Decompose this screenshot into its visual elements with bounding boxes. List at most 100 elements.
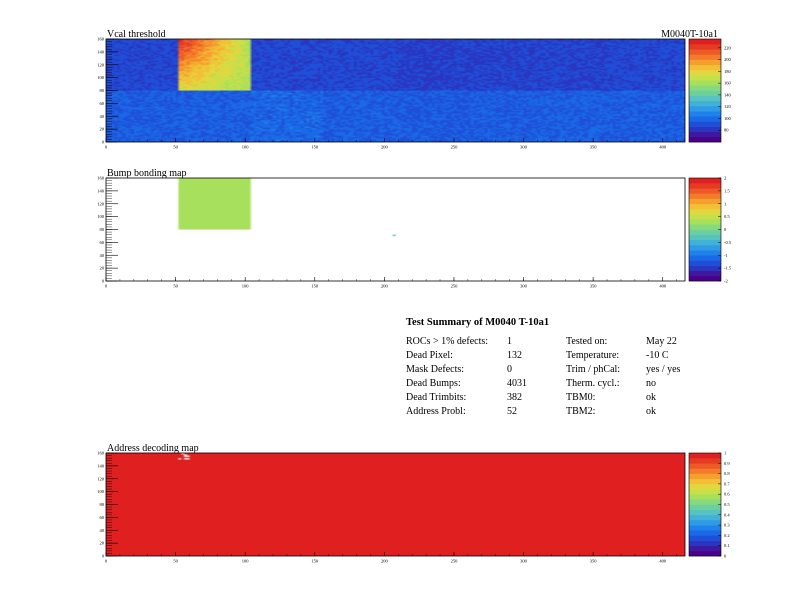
bump-x-tick-label: 400	[659, 284, 667, 289]
bump-colorbar-step	[689, 193, 721, 199]
address-y-tick-label: 160	[97, 451, 105, 456]
bump-colorbar-step	[689, 265, 721, 271]
bump-colorbar-step	[689, 275, 721, 282]
bump-colorbar-tick-label: 0	[724, 227, 727, 232]
vcal-x-tick-label: 350	[590, 145, 598, 150]
vcal-colorbar-step	[689, 49, 721, 55]
address-colorbar-step	[689, 509, 721, 516]
vcal-colorbar-step	[689, 131, 721, 138]
bump-colorbar-step	[689, 234, 721, 241]
address-colorbar-tick-label: 0	[724, 554, 727, 559]
summary-right-value: yes / yes	[646, 364, 681, 375]
address-y-tick-label: 40	[100, 528, 105, 533]
summary-left-value: 0	[507, 364, 512, 375]
summary-left-label: Address Probl:	[406, 406, 466, 417]
bump-colorbar-tick-label: -0.5	[724, 240, 732, 245]
address-y-tick-label: 20	[100, 541, 105, 546]
vcal-title: Vcal threshold	[107, 29, 166, 40]
summary-right-value: no	[646, 378, 656, 389]
summary-left-value: 1	[507, 336, 512, 347]
bump-x-tick-label: 100	[242, 284, 250, 289]
summary-left-value: 132	[507, 350, 522, 361]
vcal-colorbar-step	[689, 54, 721, 60]
summary-right-value: May 22	[646, 336, 677, 347]
bump-colorbar-step	[689, 198, 721, 205]
vcal-colorbar-step	[689, 121, 721, 127]
vcal-x-tick-label: 300	[520, 145, 528, 150]
bump-colorbar-tick-label: -1.5	[724, 266, 732, 271]
address-x-tick-label: 300	[520, 559, 528, 564]
summary-right-label: Therm. cycl.:	[566, 378, 620, 389]
address-colorbar-step	[689, 525, 721, 531]
address-colorbar-step	[689, 483, 721, 490]
vcal-colorbar-step	[689, 126, 721, 132]
address-y-tick-label: 80	[100, 502, 105, 507]
address-colorbar-step	[689, 494, 721, 500]
bump-y-tick-label: 100	[97, 214, 105, 219]
vcal-colorbar-step	[689, 116, 721, 122]
summary-left-label: Dead Trimbits:	[406, 392, 467, 403]
vcal-colorbar-step	[689, 39, 721, 45]
address-x-tick-label: 200	[381, 559, 389, 564]
vcal-colorbar-step	[689, 69, 721, 76]
bump-colorbar-tick-label: 1.5	[724, 188, 730, 193]
vcal-x-tick-label: 50	[173, 145, 178, 150]
vcal-heatmap	[106, 39, 685, 142]
summary-right-label: TBM0:	[566, 392, 596, 403]
summary-left-label: ROCs > 1% defects:	[406, 336, 489, 347]
bump-x-tick-label: 300	[520, 284, 528, 289]
bump-y-tick-label: 20	[100, 266, 105, 271]
summary-left-value: 4031	[507, 378, 527, 389]
bump-colorbar-step	[689, 214, 721, 220]
bump-y-tick-label: 60	[100, 240, 105, 245]
summary-left-label: Dead Pixel:	[406, 350, 453, 361]
bump-colorbar-step	[689, 188, 721, 194]
vcal-x-tick-label: 100	[242, 145, 250, 150]
vcal-colorbar-tick-label: 80	[724, 128, 729, 133]
bump-title: Bump bonding map	[107, 168, 186, 179]
bump-y-tick-label: 120	[97, 201, 105, 206]
vcal-y-tick-label: 0	[102, 140, 105, 145]
vcal-colorbar-step	[689, 59, 721, 66]
address-colorbar-tick-label: 0.9	[724, 461, 730, 466]
bump-colorbar-step	[689, 203, 721, 210]
bump-colorbar-step	[689, 250, 721, 256]
bump-colorbar-tick-label: -1	[724, 253, 728, 258]
vcal-y-tick-label: 160	[97, 37, 105, 42]
module-label: M0040T-10a1	[661, 29, 718, 40]
bump-x-tick-label: 200	[381, 284, 389, 289]
summary-right-value: ok	[646, 406, 656, 417]
summary-title: Test Summary of M0040 T-10a1	[406, 317, 550, 328]
bump-colorbar-step	[689, 260, 721, 266]
vcal-colorbar-tick-label: 180	[724, 69, 732, 74]
vcal-colorbar-tick-label: 100	[724, 116, 732, 121]
address-colorbar-step	[689, 504, 721, 510]
summary-left-value: 52	[507, 406, 517, 417]
address-x-tick-label: 50	[173, 559, 178, 564]
address-y-tick-label: 60	[100, 515, 105, 520]
vcal-panel: Vcal threshold 0 50 100 150 200 250 300 350 400 0 2…	[97, 29, 731, 150]
bump-colorbar-step	[689, 183, 721, 189]
vcal-colorbar-tick-label: 200	[724, 57, 732, 62]
vcal-y-tick-label: 140	[97, 49, 105, 54]
bump-x-tick-label: 0	[105, 284, 108, 289]
bump-x-tick-label: 150	[311, 284, 319, 289]
address-colorbar-step	[689, 473, 721, 480]
address-colorbar-tick-label: 1	[724, 451, 726, 456]
address-colorbar-step	[689, 530, 721, 536]
address-colorbar-tick-label: 0.2	[724, 533, 730, 538]
address-colorbar-step	[689, 458, 721, 464]
bump-x-tick-label: 350	[590, 284, 598, 289]
address-colorbar-step	[689, 540, 721, 546]
address-y-tick-label: 100	[97, 489, 105, 494]
address-x-tick-label: 150	[311, 559, 319, 564]
summary-right-label: Tested on:	[566, 336, 608, 347]
bump-colorbar-tick-label: -2	[724, 279, 728, 284]
address-colorbar-step	[689, 550, 721, 557]
vcal-y-tick-label: 80	[100, 88, 105, 93]
address-colorbar-step	[689, 499, 721, 505]
bump-y-tick-label: 80	[100, 227, 105, 232]
